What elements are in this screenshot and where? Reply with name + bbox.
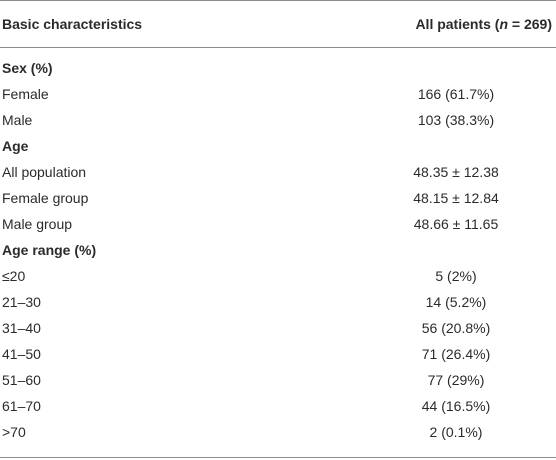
table-row: 61–70 44 (16.5%) — [0, 393, 556, 419]
row-label: 41–50 — [2, 346, 41, 362]
header-all-patients-prefix: All patients ( — [415, 16, 500, 32]
table-header-rule — [0, 47, 556, 48]
row-label: ≤20 — [2, 268, 26, 284]
table-row: 41–50 71 (26.4%) — [0, 341, 556, 367]
table-row: Male 103 (38.3%) — [0, 107, 556, 133]
table-row: All population 48.35 ± 12.38 — [0, 159, 556, 185]
row-value: 48.15 ± 12.84 — [413, 190, 499, 206]
row-value: 166 (61.7%) — [417, 86, 495, 102]
table-row: 51–60 77 (29%) — [0, 367, 556, 393]
section-row-age-range: Age range (%) — [0, 237, 556, 263]
row-label: Female — [2, 86, 49, 102]
section-row-sex: Sex (%) — [0, 55, 556, 81]
row-label: 61–70 — [2, 398, 41, 414]
table-header-row: Basic characteristics All patients (n = … — [0, 1, 556, 47]
header-n-symbol: n — [499, 16, 509, 32]
table-bottom-rule — [0, 457, 556, 458]
row-label: Age range (%) — [2, 242, 97, 258]
table-row: 31–40 56 (20.8%) — [0, 315, 556, 341]
row-value: 2 (0.1%) — [429, 424, 483, 440]
section-row-age: Age — [0, 133, 556, 159]
header-basic-characteristics: Basic characteristics — [2, 16, 143, 32]
row-label: >70 — [2, 424, 26, 440]
row-label: All population — [2, 164, 87, 180]
row-label: 31–40 — [2, 320, 41, 336]
row-value: 48.66 ± 11.65 — [413, 216, 499, 232]
table-row: >70 2 (0.1%) — [0, 419, 556, 445]
row-value: 14 (5.2%) — [425, 294, 487, 310]
row-label: Age — [2, 138, 29, 154]
row-value: 71 (26.4%) — [421, 346, 491, 362]
table-row: Male group 48.66 ± 11.65 — [0, 211, 556, 237]
header-all-patients-suffix: = 269) — [508, 16, 552, 32]
table-row: 21–30 14 (5.2%) — [0, 289, 556, 315]
header-all-patients: All patients (n = 269) — [415, 1, 552, 47]
table-row: Female group 48.15 ± 12.84 — [0, 185, 556, 211]
row-value: 56 (20.8%) — [421, 320, 491, 336]
table-row: Female 166 (61.7%) — [0, 81, 556, 107]
row-value: 5 (2%) — [435, 268, 477, 284]
row-label: Male group — [2, 216, 73, 232]
row-value: 103 (38.3%) — [417, 112, 495, 128]
row-value: 77 (29%) — [427, 372, 485, 388]
row-label: 51–60 — [2, 372, 41, 388]
row-value: 48.35 ± 12.38 — [413, 164, 499, 180]
table-row: ≤20 5 (2%) — [0, 263, 556, 289]
row-label: Sex (%) — [2, 60, 53, 76]
row-value: 44 (16.5%) — [421, 398, 491, 414]
row-label: Male — [2, 112, 33, 128]
row-label: Female group — [2, 190, 89, 206]
row-label: 21–30 — [2, 294, 41, 310]
table-top-rule — [0, 0, 556, 1]
